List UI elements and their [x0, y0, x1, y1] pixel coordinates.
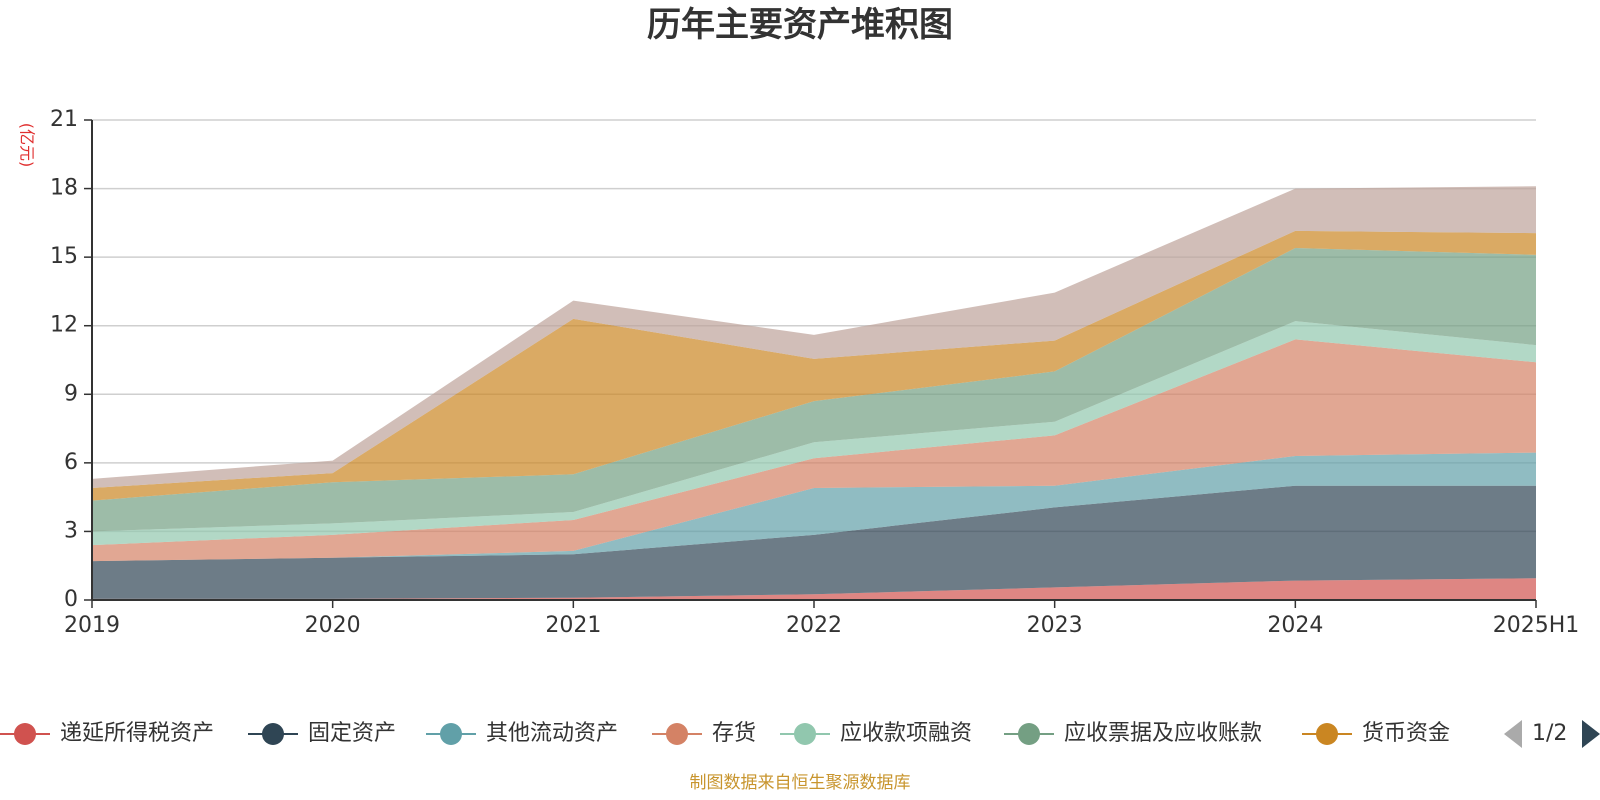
y-axis-unit-label: (亿元) — [18, 123, 37, 168]
legend-label: 递延所得税资产 — [60, 721, 214, 746]
legend-circle-icon — [794, 723, 816, 745]
x-tick-label: 2023 — [1027, 613, 1083, 638]
legend-item[interactable]: 货币资金 — [1302, 721, 1450, 746]
legend-label: 固定资产 — [308, 721, 396, 746]
legend-item[interactable]: 递延所得税资产 — [0, 721, 214, 746]
chart-title: 历年主要资产堆积图 — [647, 5, 953, 45]
area-series-7[interactable] — [92, 186, 1536, 489]
legend-label: 货币资金 — [1362, 721, 1450, 746]
legend-label: 应收款项融资 — [840, 721, 972, 746]
legend-circle-icon — [1316, 723, 1338, 745]
area-series-0[interactable] — [92, 578, 1536, 600]
x-tick-label: 2021 — [545, 613, 601, 638]
y-tick-label: 18 — [50, 176, 78, 201]
area-series-6[interactable] — [92, 230, 1536, 501]
y-tick-label: 21 — [50, 107, 78, 132]
x-tick-label: 2019 — [64, 613, 120, 638]
y-tick-label: 12 — [50, 313, 78, 338]
area-series-4[interactable] — [92, 321, 1536, 546]
area-series-2[interactable] — [92, 452, 1536, 562]
legend-label: 其他流动资产 — [486, 721, 618, 746]
x-tick-label: 2022 — [786, 613, 842, 638]
area-series-5[interactable] — [92, 248, 1536, 532]
legend-next-arrow-icon[interactable] — [1582, 720, 1600, 748]
legend-circle-icon — [262, 723, 284, 745]
legend-circle-icon — [14, 723, 36, 745]
legend-circle-icon — [666, 723, 688, 745]
x-tick-label: 2025H1 — [1493, 613, 1580, 638]
legend-item[interactable]: 其他流动资产 — [426, 721, 618, 746]
y-tick-label: 9 — [64, 381, 78, 406]
x-tick-label: 2024 — [1267, 613, 1323, 638]
axes: 0 3 6 9 12 15 18 21 2019 2020 2021 2022 2023 2024 2025… — [50, 107, 1579, 638]
y-tick-label: 0 — [64, 587, 78, 612]
data-source-note: 制图数据来自恒生聚源数据库 — [690, 773, 911, 793]
y-tick-label: 15 — [50, 244, 78, 269]
legend-item[interactable]: 应收票据及应收账款 — [1004, 721, 1262, 746]
legend-item[interactable]: 存货 — [652, 721, 756, 746]
x-tick-label: 2020 — [305, 613, 361, 638]
legend-label: 应收票据及应收账款 — [1064, 721, 1262, 746]
area-series-3[interactable] — [92, 339, 1536, 562]
area-series-group — [92, 186, 1536, 600]
area-series-1[interactable] — [92, 485, 1536, 599]
legend-circle-icon — [1018, 723, 1040, 745]
legend-item[interactable]: 应收款项融资 — [780, 721, 972, 746]
y-tick-label: 6 — [64, 450, 78, 475]
legend-circle-icon — [440, 723, 462, 745]
legend: 递延所得税资产 固定资产 其他流动资产 存货 应收款项融资 应收票据及应收账款 货币资金 1/… — [0, 720, 1600, 748]
y-tick-label: 3 — [64, 518, 78, 543]
legend-prev-arrow-icon[interactable] — [1504, 720, 1522, 748]
legend-page-indicator: 1/2 — [1532, 721, 1567, 746]
legend-item[interactable]: 固定资产 — [248, 721, 396, 746]
legend-label: 存货 — [712, 721, 756, 746]
